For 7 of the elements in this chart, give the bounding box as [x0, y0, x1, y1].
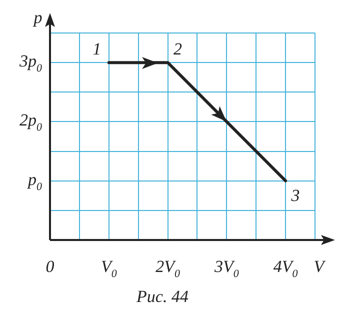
y-axis-title: p — [32, 8, 42, 27]
annotation: 2 — [174, 40, 183, 59]
x-axis-title: V — [314, 257, 327, 276]
text: Рис. 44 — [136, 287, 189, 306]
annotation: 3 — [290, 186, 300, 205]
x-tick-label: 0 — [46, 257, 55, 276]
annotation: 1 — [92, 40, 102, 59]
